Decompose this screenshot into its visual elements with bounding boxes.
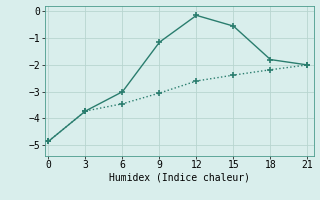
X-axis label: Humidex (Indice chaleur): Humidex (Indice chaleur) [109, 173, 250, 183]
